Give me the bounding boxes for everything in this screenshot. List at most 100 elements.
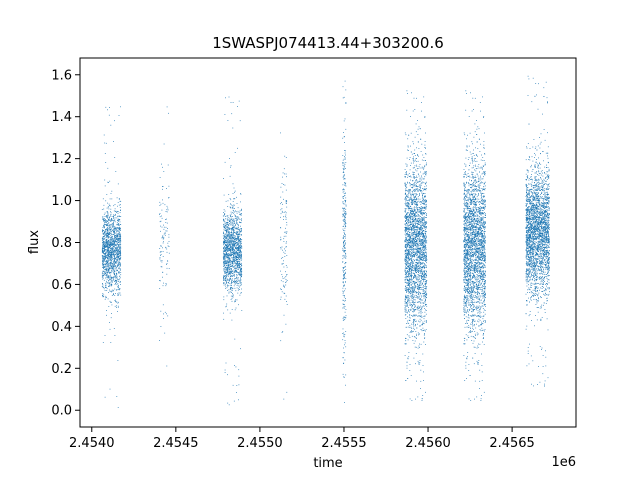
data-point xyxy=(102,251,104,253)
data-point xyxy=(116,305,117,307)
data-point xyxy=(115,248,117,250)
data-point xyxy=(411,260,413,262)
data-point xyxy=(420,206,422,207)
data-point xyxy=(229,283,231,284)
data-point xyxy=(102,277,104,279)
data-point xyxy=(421,234,422,235)
data-point xyxy=(414,226,416,227)
data-point xyxy=(120,234,121,236)
data-point xyxy=(111,280,113,281)
data-point xyxy=(343,176,345,178)
data-point xyxy=(420,209,422,211)
data-point xyxy=(224,271,226,272)
data-point xyxy=(417,238,419,240)
data-point xyxy=(226,246,228,248)
data-point xyxy=(225,270,227,271)
data-point xyxy=(343,172,345,173)
data-point xyxy=(238,255,239,257)
data-point xyxy=(115,229,117,231)
data-point xyxy=(113,262,115,263)
data-point xyxy=(234,227,236,229)
data-point xyxy=(410,262,412,264)
data-point xyxy=(415,218,417,220)
data-point xyxy=(345,208,347,210)
data-point xyxy=(413,208,415,210)
data-point xyxy=(223,278,224,279)
data-point xyxy=(413,325,415,327)
data-point xyxy=(111,289,113,291)
data-point xyxy=(239,270,241,272)
data-point xyxy=(424,333,425,334)
data-point xyxy=(119,248,120,250)
data-point xyxy=(238,242,240,244)
data-point xyxy=(408,258,409,259)
data-point xyxy=(120,239,121,241)
data-point xyxy=(111,237,113,239)
data-point xyxy=(118,198,120,199)
data-point xyxy=(411,262,413,263)
data-point xyxy=(112,243,113,245)
data-point xyxy=(166,283,167,285)
data-point xyxy=(232,258,233,260)
data-point xyxy=(345,269,347,270)
data-point xyxy=(237,292,239,294)
data-point xyxy=(424,241,425,242)
data-point xyxy=(234,267,236,268)
data-point xyxy=(161,209,163,211)
data-point xyxy=(105,233,107,235)
data-point xyxy=(420,233,422,235)
data-point xyxy=(231,234,233,235)
data-point xyxy=(232,224,234,226)
data-point xyxy=(102,198,104,200)
data-point xyxy=(114,242,115,243)
data-point xyxy=(232,275,234,276)
data-point xyxy=(342,168,344,169)
data-point xyxy=(118,223,120,224)
data-point xyxy=(234,235,236,237)
data-point xyxy=(229,242,231,244)
data-point xyxy=(240,213,242,215)
data-point xyxy=(165,285,167,287)
data-point xyxy=(165,219,166,220)
data-point xyxy=(409,215,411,216)
data-point xyxy=(418,334,419,336)
data-point xyxy=(120,240,122,242)
data-point xyxy=(224,263,226,265)
data-point xyxy=(119,216,121,217)
data-point xyxy=(232,276,233,277)
data-point xyxy=(419,208,421,210)
data-point xyxy=(409,242,411,244)
data-point xyxy=(167,315,169,317)
data-point xyxy=(342,228,344,230)
data-point xyxy=(110,244,111,245)
data-point xyxy=(407,339,409,341)
data-point xyxy=(410,229,411,230)
data-point xyxy=(103,238,104,240)
data-point xyxy=(118,261,120,263)
data-point xyxy=(405,240,407,242)
data-point xyxy=(417,284,419,286)
data-point xyxy=(119,237,121,239)
data-point xyxy=(120,257,122,258)
data-point xyxy=(414,276,415,278)
data-point xyxy=(421,400,423,401)
data-point xyxy=(225,250,226,252)
data-point xyxy=(233,239,235,240)
data-point xyxy=(343,307,345,309)
data-point xyxy=(120,272,122,273)
data-point xyxy=(159,214,160,215)
data-point xyxy=(230,288,231,289)
data-point xyxy=(228,227,230,229)
data-point xyxy=(104,273,106,275)
data-point xyxy=(103,233,105,235)
data-point xyxy=(119,235,120,237)
data-point xyxy=(420,276,422,278)
data-point xyxy=(109,231,110,233)
data-point xyxy=(105,254,106,255)
data-point xyxy=(414,340,416,342)
data-point xyxy=(229,223,230,224)
data-point xyxy=(233,258,235,260)
data-point xyxy=(424,203,425,205)
data-point xyxy=(229,259,231,261)
data-point xyxy=(118,238,120,239)
